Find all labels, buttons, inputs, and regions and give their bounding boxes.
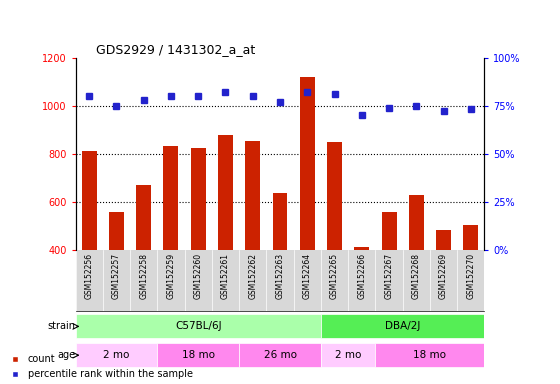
Text: GSM152264: GSM152264 bbox=[303, 253, 312, 299]
Text: GSM152262: GSM152262 bbox=[248, 253, 257, 299]
Bar bbox=[109, 212, 124, 250]
Text: GSM152261: GSM152261 bbox=[221, 253, 230, 299]
Text: age: age bbox=[58, 350, 76, 360]
Text: GSM152260: GSM152260 bbox=[194, 253, 203, 299]
Text: 26 mo: 26 mo bbox=[264, 350, 296, 360]
Bar bbox=[273, 193, 287, 250]
Bar bbox=[76, 343, 157, 367]
Bar bbox=[239, 343, 321, 367]
Bar bbox=[409, 195, 424, 250]
Legend: count, percentile rank within the sample: count, percentile rank within the sample bbox=[11, 354, 193, 379]
Text: 2 mo: 2 mo bbox=[103, 350, 130, 360]
Text: GSM152263: GSM152263 bbox=[276, 253, 284, 299]
Bar bbox=[191, 148, 206, 250]
Bar bbox=[436, 230, 451, 250]
Text: C57BL/6J: C57BL/6J bbox=[175, 321, 222, 331]
Text: GSM152265: GSM152265 bbox=[330, 253, 339, 299]
Bar bbox=[164, 146, 179, 250]
Bar bbox=[76, 314, 321, 339]
Text: strain: strain bbox=[48, 321, 76, 331]
Bar bbox=[463, 225, 478, 250]
Bar bbox=[321, 314, 484, 339]
Text: GSM152268: GSM152268 bbox=[412, 253, 421, 299]
Text: GSM152257: GSM152257 bbox=[112, 253, 121, 299]
Text: 2 mo: 2 mo bbox=[335, 350, 361, 360]
Text: DBA/2J: DBA/2J bbox=[385, 321, 421, 331]
Text: GSM152266: GSM152266 bbox=[357, 253, 366, 299]
Text: GSM152270: GSM152270 bbox=[466, 253, 475, 299]
Bar bbox=[375, 343, 484, 367]
Bar bbox=[300, 77, 315, 250]
Text: GSM152258: GSM152258 bbox=[139, 253, 148, 299]
Bar bbox=[82, 151, 97, 250]
Text: 18 mo: 18 mo bbox=[413, 350, 446, 360]
Bar bbox=[157, 343, 239, 367]
Text: GSM152259: GSM152259 bbox=[166, 253, 175, 299]
Text: GSM152269: GSM152269 bbox=[439, 253, 448, 299]
Bar bbox=[321, 343, 375, 367]
Bar bbox=[354, 247, 369, 250]
Bar bbox=[218, 135, 233, 250]
Bar bbox=[245, 141, 260, 250]
Bar bbox=[327, 142, 342, 250]
Text: GSM152256: GSM152256 bbox=[85, 253, 94, 299]
Bar bbox=[136, 185, 151, 250]
Text: GSM152267: GSM152267 bbox=[385, 253, 394, 299]
Text: 18 mo: 18 mo bbox=[182, 350, 214, 360]
Bar bbox=[381, 212, 396, 250]
Text: GDS2929 / 1431302_a_at: GDS2929 / 1431302_a_at bbox=[96, 43, 255, 56]
